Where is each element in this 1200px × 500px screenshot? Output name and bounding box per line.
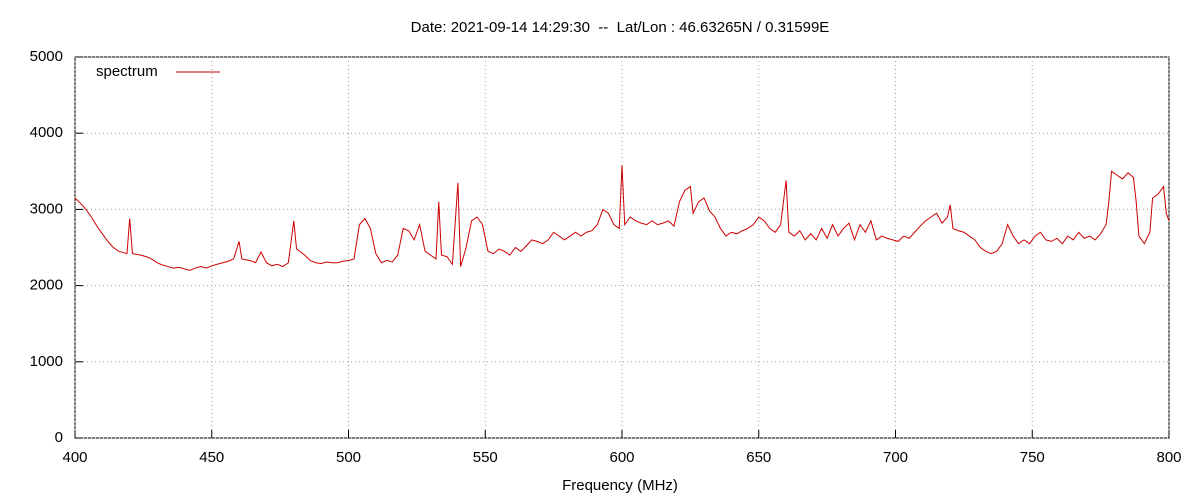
series-line xyxy=(74,165,1170,271)
x-tick-label: 600 xyxy=(609,449,634,466)
y-tick-label: 4000 xyxy=(30,124,63,141)
x-axis-label: Frequency (MHz) xyxy=(562,477,678,494)
x-tick-label: 650 xyxy=(746,449,771,466)
y-tick-label: 2000 xyxy=(30,277,63,294)
legend-label: spectrum xyxy=(96,63,158,80)
chart-title: Date: 2021-09-14 14:29:30 -- Lat/Lon : 4… xyxy=(411,19,830,36)
x-tick-label: 450 xyxy=(199,449,224,466)
y-tick-label: 3000 xyxy=(30,200,63,217)
y-tick-label: 5000 xyxy=(30,48,63,65)
plot-border xyxy=(74,56,1170,439)
x-tick-label: 500 xyxy=(336,449,361,466)
y-tick-label: 1000 xyxy=(30,353,63,370)
x-tick-label: 800 xyxy=(1156,449,1181,466)
x-tick-label: 750 xyxy=(1020,449,1045,466)
x-tick-label: 400 xyxy=(62,449,87,466)
x-tick-label: 550 xyxy=(473,449,498,466)
x-tick-label: 700 xyxy=(883,449,908,466)
y-tick-label: 0 xyxy=(55,429,63,446)
